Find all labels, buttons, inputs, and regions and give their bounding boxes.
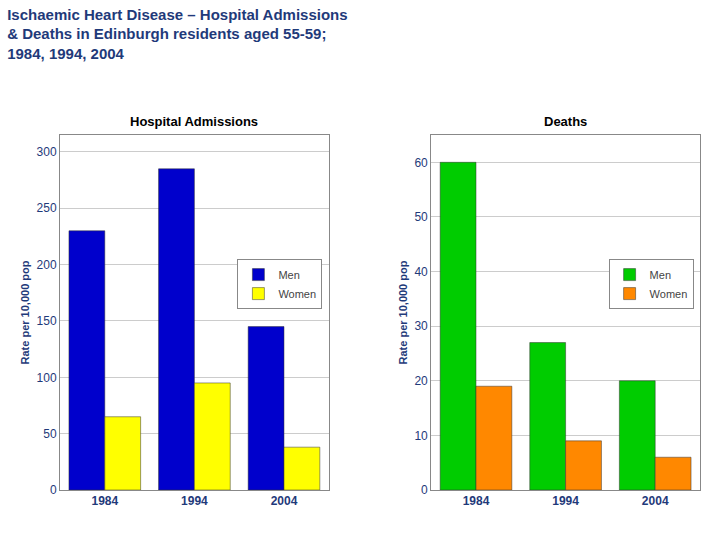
svg-text:Deaths: Deaths — [544, 114, 587, 129]
svg-text:2004: 2004 — [642, 494, 669, 508]
svg-text:Women: Women — [278, 288, 316, 300]
svg-text:30: 30 — [414, 319, 428, 333]
svg-text:250: 250 — [37, 201, 57, 215]
svg-text:0: 0 — [50, 483, 57, 497]
svg-text:2004: 2004 — [271, 494, 298, 508]
svg-text:60: 60 — [414, 156, 428, 170]
svg-text:300: 300 — [37, 145, 57, 159]
svg-text:50: 50 — [43, 427, 57, 441]
svg-text:1984: 1984 — [463, 494, 490, 508]
svg-text:0: 0 — [421, 483, 428, 497]
svg-text:Rate per 10,000 pop: Rate per 10,000 pop — [397, 260, 409, 364]
svg-text:Hospital Admissions: Hospital Admissions — [130, 114, 258, 129]
svg-text:Men: Men — [278, 269, 299, 281]
svg-text:10: 10 — [414, 429, 428, 443]
svg-text:Women: Women — [650, 288, 688, 300]
svg-text:1994: 1994 — [181, 494, 208, 508]
svg-text:40: 40 — [414, 265, 428, 279]
svg-text:20: 20 — [414, 374, 428, 388]
svg-text:1984: 1984 — [91, 494, 118, 508]
svg-text:100: 100 — [37, 371, 57, 385]
svg-text:Rate per 10,000 pop: Rate per 10,000 pop — [19, 260, 31, 364]
svg-text:1994: 1994 — [552, 494, 579, 508]
svg-text:50: 50 — [414, 210, 428, 224]
svg-text:200: 200 — [37, 258, 57, 272]
svg-text:Ischaemic Heart Disease – Hosp: Ischaemic Heart Disease – Hospital Admis… — [7, 6, 347, 62]
svg-text:150: 150 — [37, 314, 57, 328]
svg-text:Men: Men — [650, 269, 671, 281]
